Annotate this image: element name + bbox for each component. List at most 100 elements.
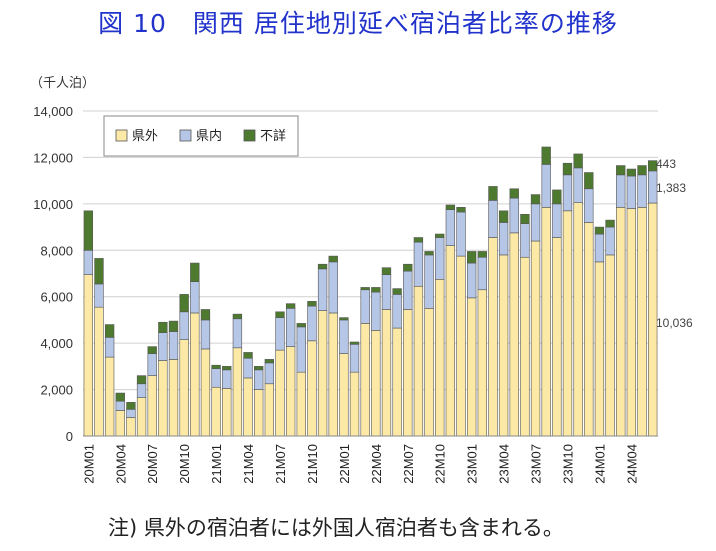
bar-prefecture-in [381,274,392,310]
bar-prefecture-in [168,331,179,360]
x-tick-label: 21M01 [209,444,224,484]
bar-prefecture-out [179,339,189,437]
bar-prefecture-out [594,261,605,437]
bar-unknown [200,309,211,321]
legend-label-prefecture-out: 県外 [132,129,158,144]
y-tick-label: 4,000 [40,336,73,351]
bar-unknown [115,392,125,402]
bar-prefecture-in [498,222,509,256]
bar-prefecture-out [190,312,200,437]
bar-prefecture-in [222,369,232,389]
bar-prefecture-in [541,164,551,208]
x-tick-label: 23M04 [497,444,512,484]
bar-prefecture-in [147,353,157,376]
x-tick-label: 22M01 [337,444,352,484]
bar-prefecture-out [168,359,179,437]
bar-unknown [179,294,189,313]
bar-prefecture-in [349,344,360,373]
bar-prefecture-out [573,202,583,437]
bar-prefecture-in [285,308,296,347]
bar-prefecture-in [413,241,424,287]
bar-unknown [126,402,136,410]
bar-prefecture-out [243,377,253,437]
bar-prefecture-in [296,326,306,373]
bar-unknown [339,317,349,321]
annotation-prefecture-out-latest: 10,036 [656,316,693,330]
bar-unknown [445,204,456,210]
bar-unknown [349,341,360,345]
bar-prefecture-out [520,256,530,437]
x-tick-label: 20M10 [177,444,192,484]
bar-prefecture-out [126,417,136,437]
bar-unknown [541,146,551,165]
bar-prefecture-in [626,175,637,209]
bar-unknown [307,301,317,307]
bar-unknown [328,255,338,263]
bar-unknown [211,364,221,369]
bar-unknown [488,186,498,201]
bar-prefecture-out [115,410,125,437]
bar-prefecture-out [200,348,211,437]
bar-prefecture-in [243,357,253,379]
x-tick-label: 21M07 [273,444,288,484]
bar-prefecture-out [104,356,115,437]
y-tick-label: 12,000 [33,150,73,165]
bar-unknown [296,323,306,328]
bar-prefecture-in [254,369,264,390]
bar-prefecture-in [115,400,125,411]
bar-prefecture-in [136,383,147,398]
legend-label-unknown: 不詳 [260,128,286,144]
bar-unknown [435,233,445,238]
bar-unknown [381,267,392,275]
bar-prefecture-out [403,309,413,437]
bar-unknown [232,313,243,320]
y-tick-label: 10,000 [33,197,73,212]
bar-prefecture-out [254,389,264,437]
bar-prefecture-in [275,317,285,351]
bar-prefecture-out [94,306,104,437]
bar-unknown [466,251,477,264]
y-tick-label: 0 [66,429,73,444]
bar-prefecture-out [381,309,392,437]
x-tick-label: 24M01 [592,444,607,484]
bar-prefecture-in [200,319,211,350]
bar-prefecture-out [339,353,349,437]
bar-prefecture-out [211,386,221,437]
bar-prefecture-out [285,346,296,437]
bar-unknown [317,263,328,270]
annotation-unknown-latest: 443 [656,157,676,171]
bar-prefecture-in [317,268,328,311]
y-tick-label: 2,000 [40,383,73,398]
bar-prefecture-in [562,174,573,212]
footnote: 注) 県外の宿泊者には外国人宿泊者も含まれる。 [108,516,564,540]
bar-prefecture-out [616,207,626,437]
chart-title: 図 10 関西 居住地別延べ宿泊者比率の推移 [98,9,618,38]
bar-unknown [530,194,541,205]
bar-prefecture-out [307,340,317,437]
bar-prefecture-in [190,281,200,314]
bar-unknown [190,262,200,282]
x-tick-label: 24M04 [624,444,639,484]
bar-prefecture-in [445,209,456,246]
bar-unknown [584,172,594,190]
bar-prefecture-out [328,312,338,437]
bar-prefecture-in [179,311,189,340]
x-tick-label: 22M04 [369,444,384,484]
bar-prefecture-out [424,308,434,437]
bar-unknown [562,162,573,176]
bar-prefecture-in [424,254,434,309]
legend-label-prefecture-in: 県内 [196,128,222,144]
x-tick-label: 23M01 [465,444,480,484]
bar-prefecture-out [392,327,402,437]
y-axis-ticks: 0 2,000 4,000 6,000 8,000 10,000 12,000 14,000 [33,104,73,444]
bar-prefecture-in [594,233,605,263]
bar-unknown [509,188,519,199]
bar-prefecture-in [520,223,530,258]
bar-unknown [360,287,370,291]
x-tick-label: 20M04 [113,444,128,484]
bar-prefecture-in [403,270,413,310]
bar-prefecture-out [562,210,573,437]
bar-unknown [104,324,115,338]
bar-prefecture-in [616,174,626,208]
bar-prefecture-out [371,330,381,437]
